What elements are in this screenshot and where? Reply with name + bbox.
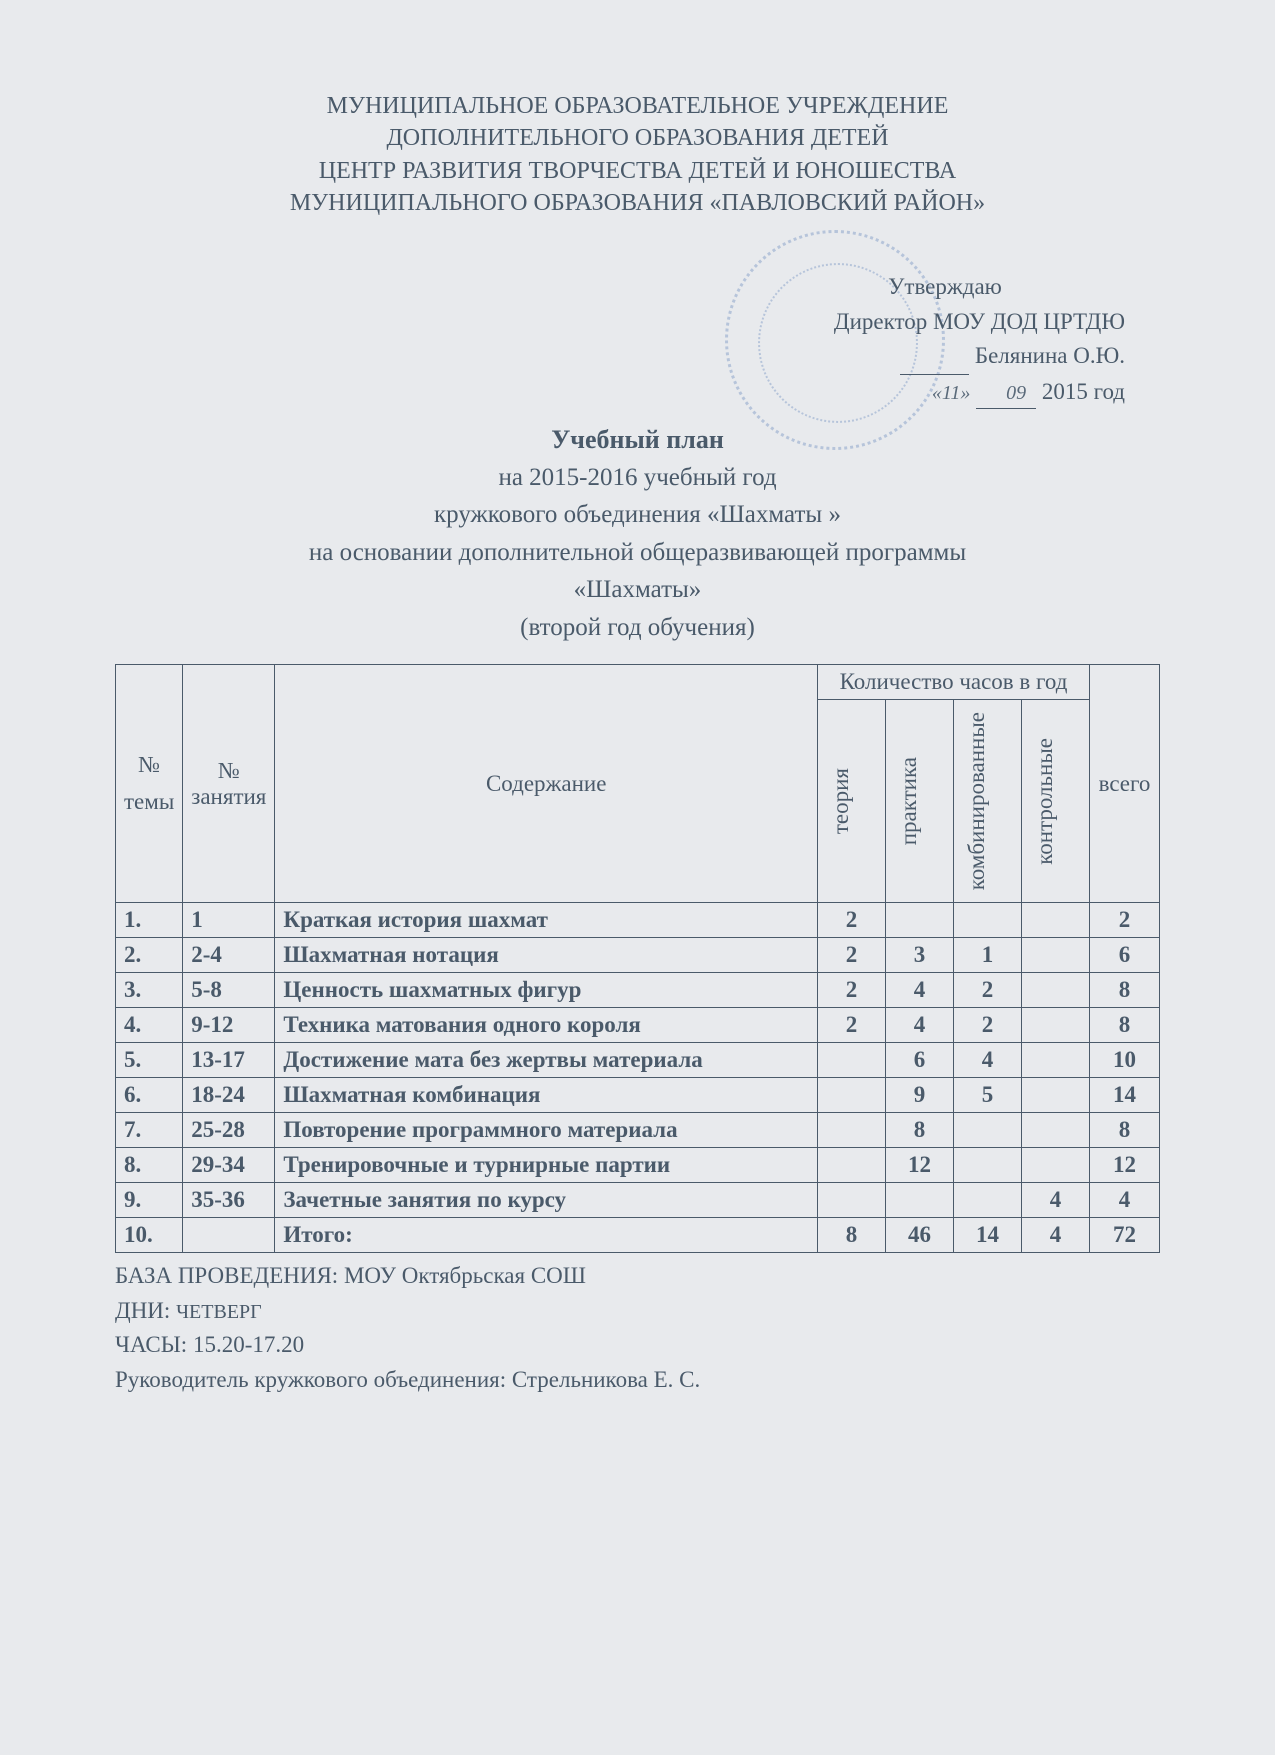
org-line: МУНИЦИПАЛЬНОГО ОБРАЗОВАНИЯ «ПАВЛОВСКИЙ Р…: [115, 187, 1160, 219]
approval-block: Утверждаю Директор МОУ ДОД ЦРТДЮ Белянин…: [765, 240, 1125, 440]
footer-days: ДНИ: ЧЕТВЕРГ: [115, 1294, 1160, 1329]
th-lesson: № занятия: [183, 665, 275, 903]
th-practice: практика: [886, 700, 954, 903]
title-block: Учебный план на 2015-2016 учебный год кр…: [115, 420, 1160, 647]
th-theory: теория: [818, 700, 886, 903]
th-control: контрольные: [1022, 700, 1090, 903]
title-line: «Шахматы»: [115, 571, 1160, 609]
table-row: 9.35-36Зачетные занятия по курсу44: [116, 1183, 1160, 1218]
table-row: 7.25-28Повторение программного материала…: [116, 1113, 1160, 1148]
org-header: МУНИЦИПАЛЬНОЕ ОБРАЗОВАТЕЛЬНОЕ УЧРЕЖДЕНИЕ…: [115, 90, 1160, 220]
plan-table: № темы № занятия Содержание Количество ч…: [115, 664, 1160, 1253]
footer-leader: Руководитель кружкового объединения: Стр…: [115, 1363, 1160, 1398]
table-row: 1.1Краткая история шахмат22: [116, 903, 1160, 938]
th-hours-group: Количество часов в год: [818, 665, 1090, 700]
table-row: 3.5-8Ценность шахматных фигур2428: [116, 973, 1160, 1008]
title-line: на 2015-2016 учебный год: [115, 459, 1160, 497]
title-line: (второй год обучения): [115, 609, 1160, 647]
director-label: Директор МОУ ДОД ЦРТДЮ: [765, 305, 1125, 340]
th-num: № темы: [116, 665, 183, 903]
title-line: на основании дополнительной общеразвиваю…: [115, 534, 1160, 572]
table-row: 2.2-4Шахматная нотация2316: [116, 938, 1160, 973]
table-row: 8.29-34Тренировочные и турнирные партии1…: [116, 1148, 1160, 1183]
org-line: ДОПОЛНИТЕЛЬНОГО ОБРАЗОВАНИЯ ДЕТЕЙ: [115, 122, 1160, 154]
th-combined: комбинированные: [954, 700, 1022, 903]
approval-date: «11» 09 2015 год: [765, 375, 1125, 410]
table-row: 6.18-24Шахматная комбинация9514: [116, 1078, 1160, 1113]
org-line: ЦЕНТР РАЗВИТИЯ ТВОРЧЕСТВА ДЕТЕЙ И ЮНОШЕС…: [115, 155, 1160, 187]
footer-base: БАЗА ПРОВЕДЕНИЯ: МОУ Октябрьская СОШ: [115, 1259, 1160, 1294]
org-line: МУНИЦИПАЛЬНОЕ ОБРАЗОВАТЕЛЬНОЕ УЧРЕЖДЕНИЕ: [115, 90, 1160, 122]
table-row: 4.9-12Техника матования одного короля242…: [116, 1008, 1160, 1043]
footer-block: БАЗА ПРОВЕДЕНИЯ: МОУ Октябрьская СОШ ДНИ…: [115, 1259, 1160, 1397]
title-line: кружкового объединения «Шахматы »: [115, 496, 1160, 534]
director-name: Белянина О.Ю.: [765, 339, 1125, 375]
footer-hours: ЧАСЫ: 15.20-17.20: [115, 1328, 1160, 1363]
approve-label: Утверждаю: [765, 270, 1125, 305]
table-row: 5.13-17Достижение мата без жертвы матери…: [116, 1043, 1160, 1078]
table-row: 10.Итого:84614472: [116, 1218, 1160, 1253]
th-content: Содержание: [275, 665, 818, 903]
th-total: всего: [1090, 665, 1160, 903]
